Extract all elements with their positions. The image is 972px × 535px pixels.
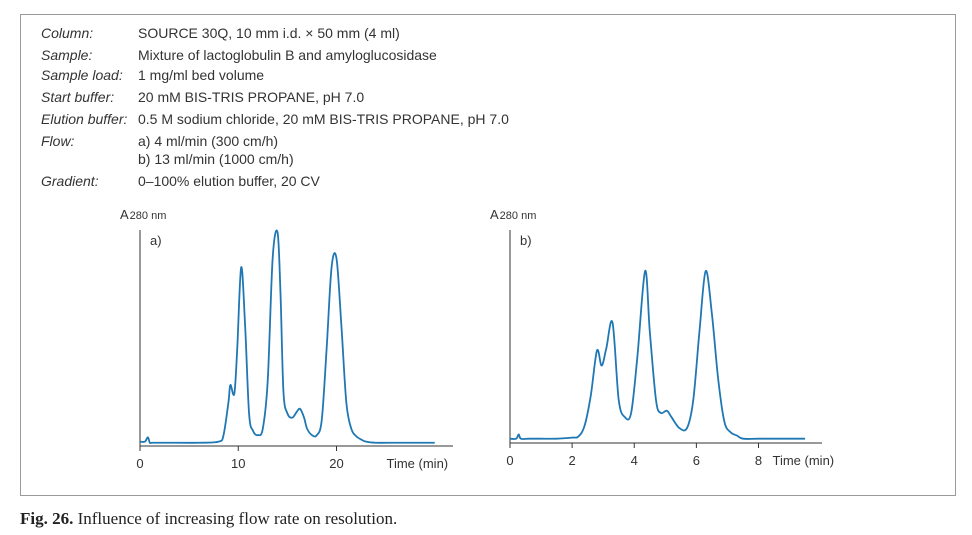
- condition-value: 0.5 M sodium chloride, 20 mM BIS-TRIS PR…: [138, 111, 509, 127]
- condition-row: Gradient: 0–100% elution buffer, 20 CV: [41, 172, 320, 190]
- y-axis-label-subscript: 280 nm: [130, 210, 167, 222]
- condition-row: Flow: a) 4 ml/min (300 cm/h): [41, 132, 278, 150]
- condition-value: 20 mM BIS-TRIS PROPANE, pH 7.0: [138, 89, 365, 105]
- condition-value: SOURCE 30Q, 10 mm i.d. × 50 mm (4 ml): [138, 25, 400, 41]
- condition-row: Sample: Mixture of lactoglobulin B and am…: [41, 46, 437, 64]
- condition-row: Sample load: 1 mg/ml bed volume: [41, 66, 264, 84]
- condition-label: Start buffer:: [41, 89, 115, 105]
- x-tick-label: 4: [631, 453, 638, 468]
- caption-text: Influence of increasing flow rate on res…: [73, 509, 398, 528]
- x-axis-label: Time (min): [773, 453, 835, 468]
- condition-label: Flow:: [41, 133, 75, 149]
- condition-label: Sample:: [41, 47, 93, 63]
- x-tick-label: 10: [231, 456, 245, 471]
- condition-row: Column: SOURCE 30Q, 10 mm i.d. × 50 mm (4…: [41, 24, 400, 42]
- chromatogram-trace: [509, 270, 806, 440]
- condition-value: 1 mg/ml bed volume: [138, 67, 265, 83]
- figure-frame: [20, 14, 956, 496]
- condition-label: Gradient:: [41, 173, 99, 189]
- condition-label: Sample load:: [41, 67, 123, 83]
- x-tick-label: 0: [136, 456, 143, 471]
- condition-label: Elution buffer:: [41, 111, 128, 127]
- x-tick-label: 0: [506, 453, 513, 468]
- x-tick-label: 2: [569, 453, 576, 468]
- x-tick-label: 6: [693, 453, 700, 468]
- condition-row: Elution buffer: 0.5 M sodium chloride, 20…: [41, 110, 509, 128]
- condition-row: b) 13 ml/min (1000 cm/h): [41, 150, 294, 168]
- x-tick-label: 8: [755, 453, 762, 468]
- x-tick-label: 20: [329, 456, 343, 471]
- chromatogram-trace: [139, 229, 435, 445]
- caption-fig-label: Fig. 26.: [20, 509, 74, 528]
- x-axis-label: Time (min): [387, 456, 449, 471]
- condition-row: Start buffer: 20 mM BIS-TRIS PROPANE, pH …: [41, 88, 364, 106]
- condition-label: Column:: [41, 25, 94, 41]
- chromatogram-charts: A280 nm a) 0 10 20 Time (min) A280 nm b) 0 2 4 6 8 Ti…: [120, 207, 835, 471]
- y-axis-label: A280 nm: [490, 207, 536, 222]
- condition-value: 0–100% elution buffer, 20 CV: [138, 173, 320, 189]
- figure-caption: Fig. 26. Influence of increasing flow ra…: [20, 509, 397, 529]
- condition-value: a) 4 ml/min (300 cm/h): [138, 133, 279, 149]
- y-axis-label: A280 nm: [120, 207, 166, 222]
- y-axis-label-subscript: 280 nm: [500, 210, 537, 222]
- panel-label: b): [520, 233, 532, 248]
- condition-value: b) 13 ml/min (1000 cm/h): [138, 151, 294, 167]
- panel-label: a): [150, 233, 162, 248]
- condition-value: Mixture of lactoglobulin B and amylogluc…: [138, 47, 437, 63]
